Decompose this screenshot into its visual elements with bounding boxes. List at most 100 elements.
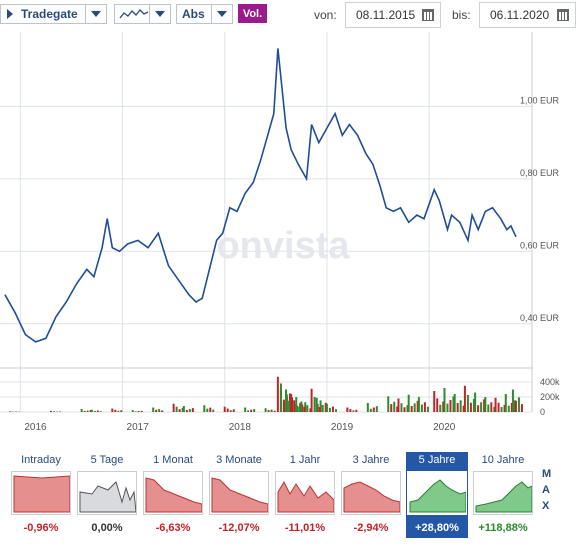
max-letter: X (542, 500, 550, 512)
volume-bar (172, 403, 175, 412)
period-tab-label: 5 Jahre (418, 454, 456, 466)
volume-bar (134, 411, 137, 412)
from-date-value: 08.11.2015 (356, 8, 416, 22)
period-tab-5-jahre[interactable]: 5 Jahre +28,80% (406, 452, 468, 538)
period-tab-label: 1 Jahr (289, 454, 321, 466)
volume-bar (410, 405, 413, 412)
period-sparkline (473, 471, 533, 515)
watermark: onvista (216, 225, 350, 267)
volume-bar (406, 405, 409, 412)
volume-axis-labels: 0 200k 400k (540, 377, 560, 417)
volume-bar (232, 409, 235, 412)
volume-bar (270, 409, 273, 412)
volume-bar (285, 389, 288, 412)
volume-bar (293, 400, 296, 412)
volume-bar (80, 409, 83, 412)
calendar-icon[interactable] (557, 9, 569, 21)
y-axis-labels: 0,40 EUR 0,60 EUR 0,80 EUR 1,00 EUR (520, 95, 560, 322)
volume-bar (152, 407, 155, 412)
period-sparkline (407, 471, 467, 515)
volume-bar (442, 401, 445, 412)
volume-bar (223, 406, 226, 412)
volume-bar (328, 407, 331, 412)
volume-bar (313, 396, 316, 412)
volume-bar (303, 406, 306, 412)
from-label: von: (314, 8, 337, 22)
period-tab-10-jahre[interactable]: 10 Jahre +118,88% (472, 452, 534, 538)
volume-bar (439, 404, 442, 412)
volume-bar (120, 410, 123, 412)
volume-bar (290, 394, 293, 412)
price-chart[interactable]: onvista 0,40 EUR 0,60 EUR 0,80 EUR 1,00 EUR… (0, 32, 578, 442)
volume-bar (504, 394, 507, 412)
volume-bar (155, 409, 158, 412)
volume-bar (212, 409, 215, 412)
volume-bar (250, 409, 253, 412)
volume-bar (400, 403, 403, 412)
period-tab-intraday[interactable]: Intraday -0,96% (10, 452, 72, 538)
volume-bar (83, 410, 86, 412)
volume-bar (403, 407, 406, 412)
volume-bar (413, 403, 416, 412)
volume-bar (474, 392, 477, 412)
volume-bar (443, 388, 446, 412)
volume-bar (279, 383, 282, 412)
volume-bar (191, 408, 194, 412)
period-tab-1-monat[interactable]: 1 Monat -6,63% (142, 452, 204, 538)
volume-toggle-button[interactable]: Vol. (238, 4, 267, 23)
max-letter: M (542, 468, 552, 480)
volume-bar (503, 404, 506, 412)
volume-bar (346, 407, 349, 412)
period-tab-label: 10 Jahre (481, 454, 525, 466)
volume-bar (477, 405, 480, 412)
exchange-select-label: Tradegate (21, 7, 78, 21)
volume-bar (396, 406, 399, 412)
volume-bar (282, 402, 285, 412)
period-sparkline (341, 471, 401, 515)
calendar-icon[interactable] (422, 9, 434, 21)
volume-bar (325, 403, 328, 412)
volume-bar (490, 402, 493, 412)
volume-bar (426, 406, 429, 412)
volume-bar (334, 409, 337, 412)
y-tick-label: 0,80 EUR (520, 168, 560, 178)
volume-bar (517, 397, 520, 412)
period-change: -0,96% (23, 522, 59, 534)
volume-bar (321, 404, 324, 412)
volume-bar (58, 411, 61, 412)
from-date-field[interactable]: 08.11.2015 (345, 2, 441, 28)
volume-bar (158, 409, 161, 412)
volume-bar (397, 398, 400, 412)
volume-bar (319, 400, 322, 412)
period-tab-label: Intraday (21, 454, 61, 466)
volume-bar (324, 402, 327, 412)
volume-bar (86, 410, 89, 412)
volume-bar (137, 411, 140, 412)
x-tick-label: 2019 (331, 422, 354, 433)
volume-bar (306, 405, 309, 412)
y-tick-label: 0,60 EUR (520, 240, 560, 250)
period-tab-3-jahre[interactable]: 3 Jahre -2,94% (340, 452, 402, 538)
period-tab-3-monate[interactable]: 3 Monate -12,07% (208, 452, 270, 538)
volume-bar (511, 389, 514, 412)
to-date-field[interactable]: 06.11.2020 (479, 2, 576, 28)
volume-bar (188, 409, 191, 412)
chart-type-select[interactable] (114, 4, 171, 24)
volume-bar (288, 400, 291, 412)
volume-bar (500, 407, 503, 412)
volume-bar (372, 407, 375, 412)
volume-bars (9, 376, 523, 412)
period-tab-5-tage[interactable]: 5 Tage 0,00% (76, 452, 138, 538)
volume-bar (182, 406, 185, 412)
exchange-select[interactable]: Tradegate (0, 4, 107, 24)
volume-bar (300, 401, 303, 412)
scale-select[interactable]: Abs (176, 4, 233, 24)
scale-select-label: Abs (182, 7, 205, 21)
volume-bar (375, 406, 378, 412)
period-tab-1-jahr[interactable]: 1 Jahr -11,01% (274, 452, 336, 538)
volume-bar (89, 410, 92, 412)
volume-bar (453, 394, 456, 412)
volume-bar (9, 411, 12, 412)
volume-bar (387, 396, 390, 412)
exchange-icon (7, 9, 13, 19)
